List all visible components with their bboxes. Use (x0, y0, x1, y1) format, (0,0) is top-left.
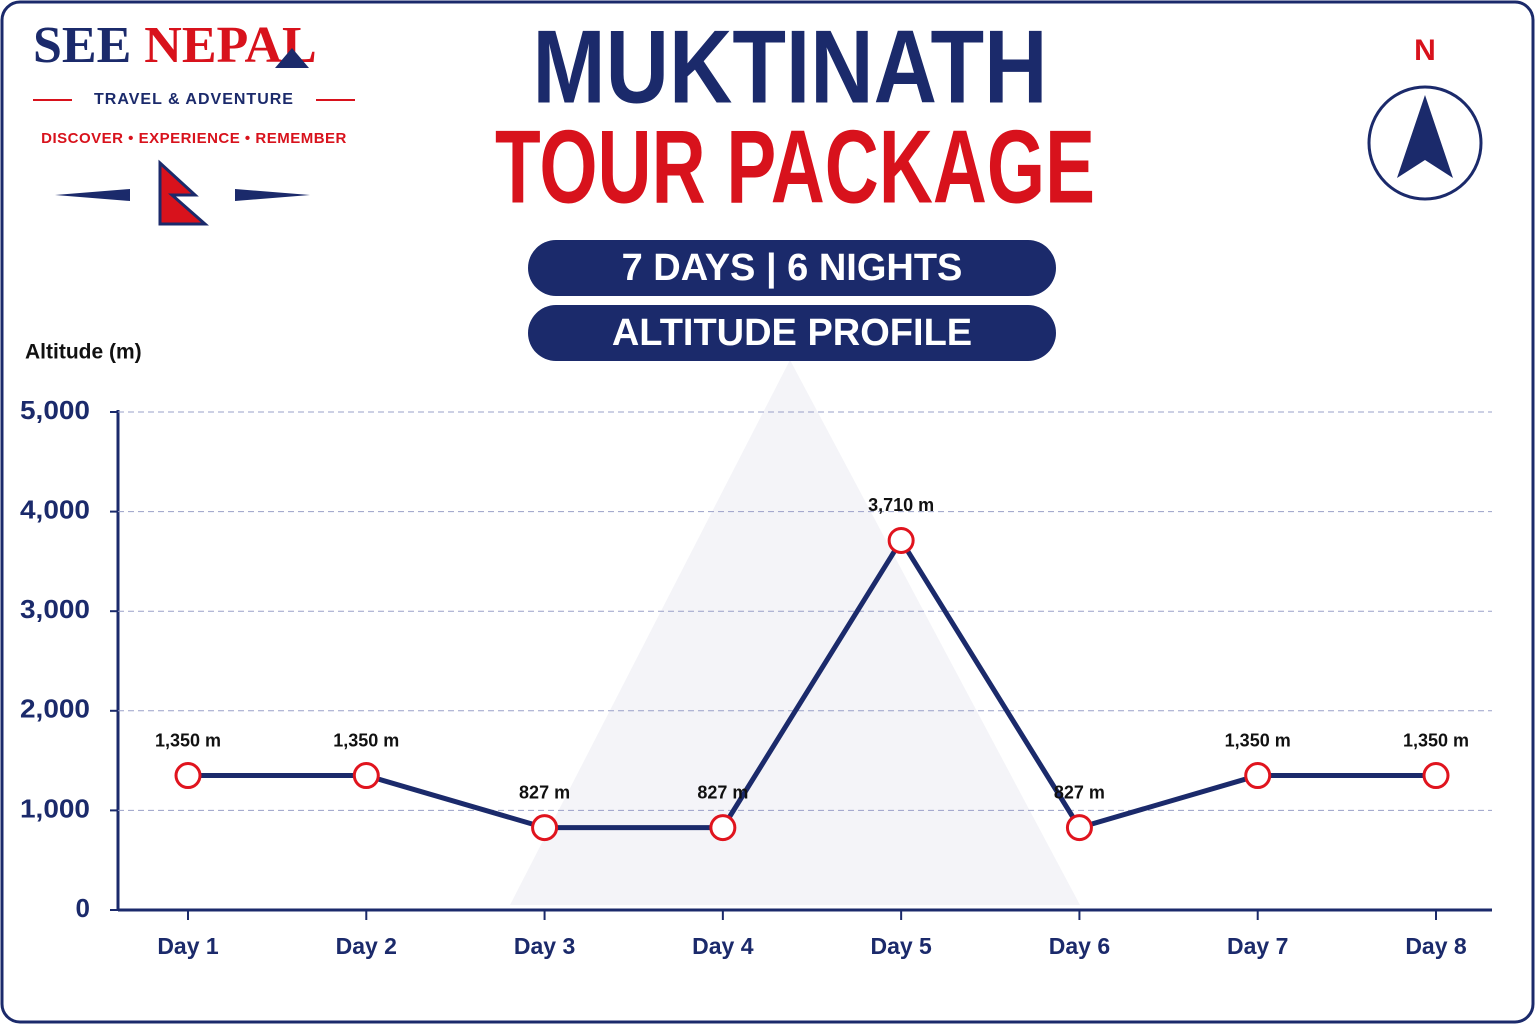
y-tick-label: 5,000 (20, 395, 90, 425)
value-label: 1,350 m (1225, 730, 1291, 750)
badge (528, 305, 1056, 361)
compass-n: N (1414, 34, 1436, 67)
motto: DISCOVER • EXPERIENCE • REMEMBER (41, 130, 347, 147)
y-tick-label: 0 (76, 893, 90, 923)
x-tick-label: Day 5 (870, 933, 932, 959)
marker (709, 814, 737, 842)
x-tick-label: Day 3 (514, 933, 575, 959)
arrow (55, 189, 130, 201)
x-tick-label: Day 6 (1049, 933, 1110, 959)
marker (352, 762, 380, 790)
marker (174, 762, 202, 790)
badge-text: 7 DAYS | 6 NIGHTS (622, 247, 963, 289)
y-axis-label: Altitude (m) (25, 341, 142, 364)
marker (531, 814, 559, 842)
value-label: 827 m (519, 782, 570, 802)
arrow (235, 189, 310, 201)
x-tick-label: Day 2 (336, 933, 397, 959)
marker (1422, 762, 1450, 790)
badge-text: ALTITUDE PROFILE (612, 312, 972, 354)
line (188, 537, 1436, 831)
watermark (510, 360, 1080, 905)
value-label: 827 m (1054, 782, 1105, 802)
y-tick-label: 3,000 (20, 594, 90, 624)
brand: SEE NEPAL (33, 17, 317, 74)
flag (158, 159, 209, 226)
x-tick-label: Day 1 (157, 933, 219, 959)
y-tick-label: 1,000 (20, 793, 90, 823)
marker (1065, 814, 1093, 842)
badge (528, 240, 1056, 296)
x-tick-label: Day 7 (1227, 933, 1288, 959)
compass-arrow (1397, 95, 1453, 178)
value-label: 1,350 m (1403, 730, 1469, 750)
y-tick-label: 4,000 (20, 494, 90, 524)
value-label: 827 m (697, 782, 748, 802)
value-label: 3,710 m (868, 495, 934, 515)
marker (1244, 762, 1272, 790)
value-label: 1,350 m (333, 730, 399, 750)
title: TOUR PACKAGE (495, 109, 1095, 225)
marker (887, 526, 915, 554)
tagline: TRAVEL & ADVENTURE (94, 91, 294, 108)
x-tick-label: Day 8 (1405, 933, 1467, 959)
y-tick-label: 2,000 (20, 694, 90, 724)
value-label: 1,350 m (155, 730, 221, 750)
x-tick-label: Day 4 (692, 933, 754, 959)
title: MUKTINATH (533, 9, 1048, 125)
logo-peak (275, 48, 309, 68)
